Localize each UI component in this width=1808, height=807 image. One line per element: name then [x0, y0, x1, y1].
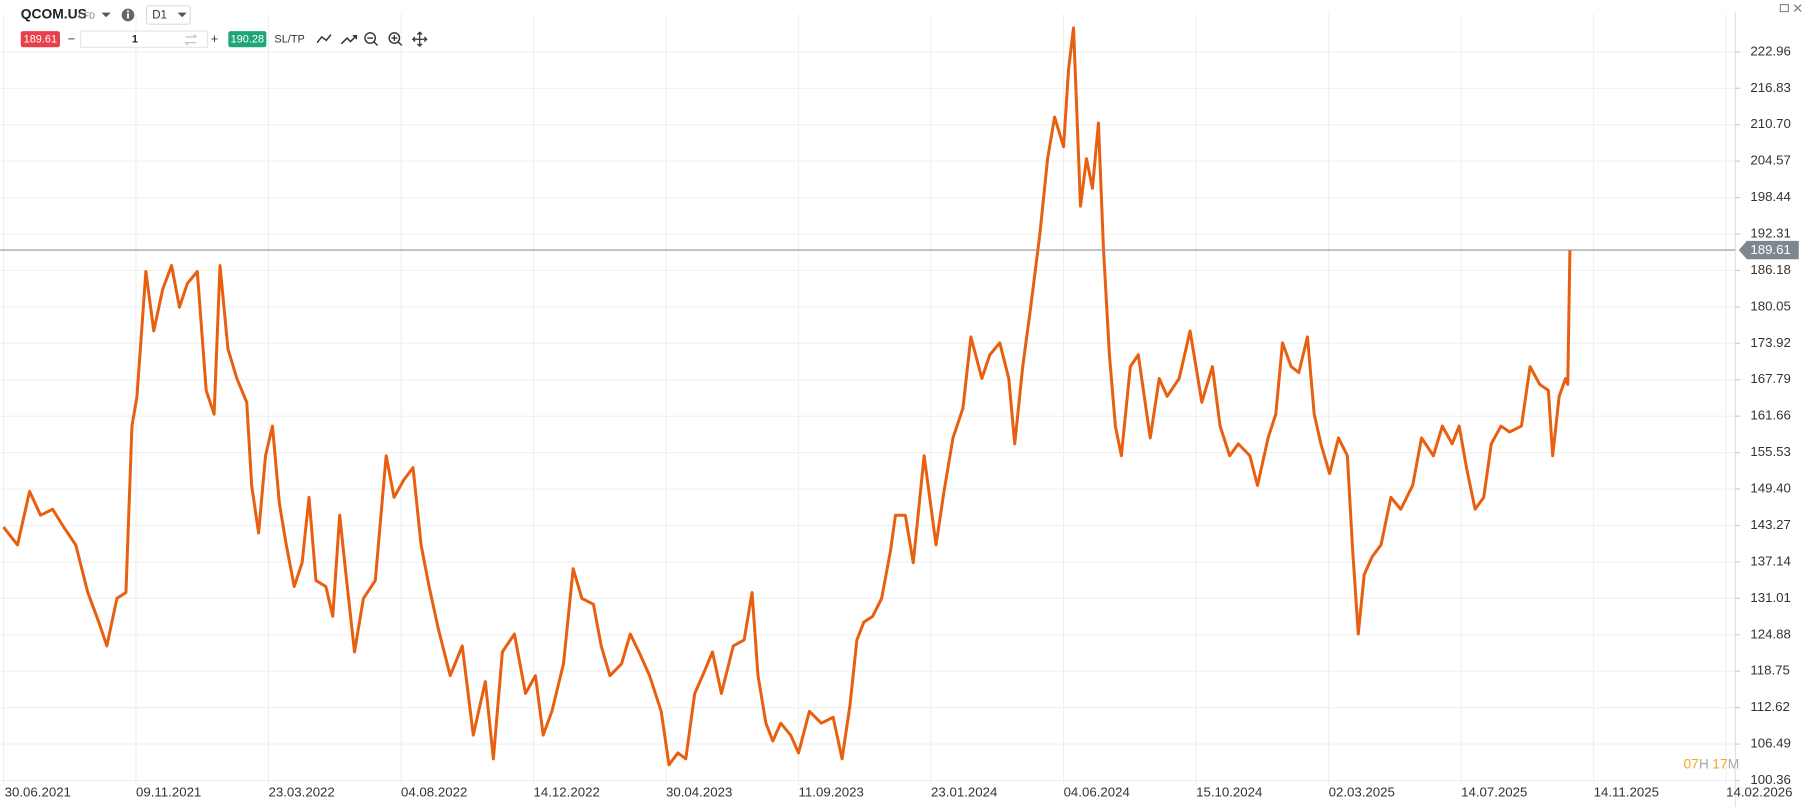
y-tick-label: 124.88 — [1750, 626, 1791, 641]
instrument-type: CFD — [78, 11, 95, 20]
window-controls — [1779, 4, 1802, 13]
close-icon[interactable] — [1793, 4, 1802, 13]
y-tick-label: 100.36 — [1750, 772, 1791, 787]
y-tick-label: 167.79 — [1750, 371, 1791, 386]
buy-button[interactable] — [228, 31, 267, 48]
decrease-button[interactable]: − — [68, 32, 75, 46]
price-line-series — [2, 26, 1572, 767]
y-tick-label: 143.27 — [1750, 517, 1791, 532]
timeframe-caret — [177, 12, 187, 18]
y-tick-label: 155.53 — [1750, 444, 1791, 459]
x-tick-label: 14.11.2025 — [1594, 785, 1659, 800]
x-tick-label: 23.03.2022 — [268, 785, 334, 800]
zoom-out-glyph — [367, 37, 379, 47]
x-tick-label: 02.03.2025 — [1329, 785, 1395, 800]
zoom-in-icon[interactable] — [388, 32, 401, 44]
plot — [0, 26, 1736, 767]
countdown-hours: 07 — [1683, 755, 1698, 771]
x-tick-label: 30.04.2023 — [666, 785, 732, 800]
x-tick-label: 09.11.2021 — [136, 785, 201, 800]
grid — [0, 13, 1736, 784]
y-tick-label: 180.05 — [1750, 298, 1791, 313]
x-tick-label: 15.10.2024 — [1196, 785, 1262, 800]
toolbar: QCOM.US CFD D1 189.61 − 1 + 190.28 SL/TP — [20, 5, 428, 48]
y-tick-label: 118.75 — [1750, 663, 1790, 678]
x-tick-label: 04.06.2024 — [1064, 785, 1130, 800]
x-tick-label: 23.01.2024 — [931, 785, 997, 800]
sell-price: 189.61 — [24, 34, 57, 46]
x-tick-label: 14.12.2022 — [534, 785, 600, 800]
timeframe: D1 — [152, 10, 167, 22]
y-tick-label: 222.96 — [1750, 43, 1791, 58]
zoom-out-icon[interactable] — [364, 32, 377, 44]
y-tick-label: 149.40 — [1750, 481, 1791, 496]
x-tick-label: 04.08.2022 — [401, 785, 467, 800]
crosshair-icon[interactable] — [411, 31, 428, 48]
info-icon-bar — [127, 13, 129, 19]
trend-icon[interactable] — [340, 34, 358, 45]
x-tick-label: 30.06.2021 — [5, 785, 71, 800]
increase-button[interactable]: + — [211, 32, 218, 46]
y-tick-label: 186.18 — [1750, 262, 1791, 277]
timeframe-select[interactable] — [145, 5, 191, 25]
y-tick-label: 192.31 — [1750, 226, 1791, 241]
symbol-dropdown[interactable] — [101, 12, 111, 18]
countdown: 07H 17M — [1683, 755, 1739, 771]
y-tick-label: 198.44 — [1750, 189, 1791, 204]
sell-button[interactable] — [20, 31, 60, 48]
y-tick-label: 137.14 — [1750, 553, 1791, 568]
symbol[interactable]: QCOM.US — [21, 6, 87, 22]
x-tick-label: 14.02.2026 — [1726, 785, 1792, 800]
y-tick-label: 112.62 — [1750, 699, 1790, 714]
y-tick-label: 173.92 — [1750, 335, 1791, 350]
quantity: 1 — [132, 34, 138, 46]
buy-price: 190.28 — [231, 34, 264, 46]
swap-icon[interactable] — [184, 34, 198, 46]
line-chart-icon[interactable] — [316, 34, 332, 44]
countdown-hours-unit: H — [1699, 755, 1709, 771]
y-tick-label: 161.66 — [1750, 408, 1791, 423]
x-tick-label: 11.09.2023 — [799, 785, 864, 800]
axes: 222.96 216.83 210.70 204.57 198.44 192.31 186.… — [5, 43, 1799, 800]
minimize-icon[interactable] — [1779, 4, 1789, 13]
zoom-in-glyph — [391, 35, 403, 47]
countdown-minutes-unit: M — [1728, 755, 1740, 771]
y-tick-label: 106.49 — [1750, 736, 1791, 751]
x-tick-label: 14.07.2025 — [1461, 785, 1527, 800]
y-tick-label: 216.83 — [1750, 80, 1791, 95]
y-tick-label: 131.01 — [1750, 590, 1791, 605]
quantity-input[interactable] — [80, 30, 209, 48]
info-icon-dot — [126, 10, 130, 13]
current-price-tag — [1738, 240, 1799, 260]
y-tick-label: 204.57 — [1750, 153, 1791, 168]
countdown-minutes: 17 — [1712, 755, 1727, 771]
current-price-label: 189.61 — [1750, 242, 1791, 257]
sltp-button[interactable]: SL/TP — [274, 34, 304, 46]
y-tick-label: 210.70 — [1750, 116, 1791, 131]
